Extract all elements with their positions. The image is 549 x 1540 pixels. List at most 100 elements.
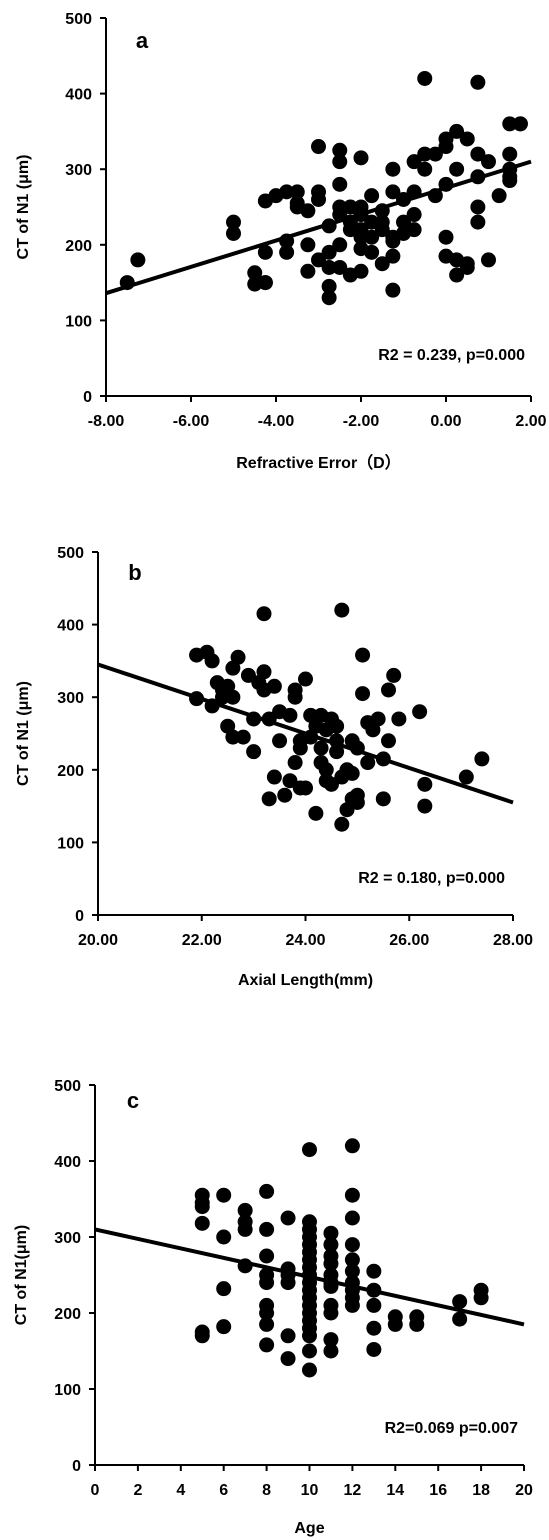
- data-point: [282, 707, 298, 723]
- x-tick-label: -6.00: [173, 413, 210, 430]
- data-point: [417, 798, 433, 814]
- data-point: [470, 146, 486, 162]
- data-point: [300, 263, 316, 279]
- data-point: [360, 755, 376, 771]
- y-tick-label: 100: [54, 1382, 81, 1399]
- data-point: [385, 233, 401, 249]
- data-point: [279, 233, 295, 249]
- data-point: [417, 776, 433, 792]
- data-point: [321, 244, 337, 260]
- y-tick-label: 400: [57, 618, 84, 635]
- data-point: [194, 1199, 210, 1215]
- data-point: [194, 1328, 210, 1344]
- data-point: [272, 733, 288, 749]
- data-point: [438, 229, 454, 245]
- x-tick-label: 10: [301, 1482, 319, 1499]
- panel-label: c: [127, 1088, 139, 1113]
- data-point: [412, 704, 428, 720]
- data-point: [313, 740, 329, 756]
- data-point: [332, 176, 348, 192]
- x-tick-label: 28.00: [493, 932, 533, 949]
- data-point: [355, 686, 371, 702]
- data-point: [237, 1202, 253, 1218]
- data-point: [323, 1343, 339, 1359]
- panel-label: a: [136, 28, 149, 53]
- data-point: [311, 139, 326, 155]
- data-point: [216, 1229, 232, 1245]
- data-point: [332, 207, 348, 223]
- x-tick-label: 12: [344, 1482, 362, 1499]
- data-point: [406, 154, 422, 170]
- data-point: [385, 184, 401, 200]
- data-point: [375, 791, 391, 807]
- data-point: [344, 1138, 360, 1154]
- x-tick-label: -4.00: [258, 413, 295, 430]
- trend-line: [105, 159, 532, 296]
- data-point: [259, 1221, 275, 1237]
- data-point: [280, 1275, 296, 1291]
- stat-annotation: R2=0.069 p=0.007: [385, 1420, 519, 1437]
- data-point: [387, 1316, 403, 1332]
- data-point: [302, 1328, 317, 1344]
- data-point: [289, 184, 305, 200]
- data-point: [287, 682, 303, 698]
- data-point: [342, 199, 358, 215]
- x-tick-label: -8.00: [88, 413, 125, 430]
- data-point: [470, 169, 486, 185]
- y-tick-label: 0: [75, 908, 84, 925]
- y-tick-label: 0: [83, 389, 92, 406]
- data-point: [119, 275, 135, 291]
- data-point: [344, 1187, 360, 1203]
- data-point: [452, 1311, 468, 1327]
- data-point: [334, 816, 350, 832]
- x-tick-label: 24.00: [285, 932, 325, 949]
- data-point: [449, 161, 465, 177]
- data-point: [332, 259, 348, 275]
- y-axis-label: CT of N1(μm): [13, 1225, 30, 1325]
- y-tick-label: 500: [57, 545, 84, 562]
- x-tick-label: -2.00: [343, 413, 380, 430]
- data-point: [353, 263, 369, 279]
- data-point: [204, 698, 220, 714]
- data-point: [329, 718, 345, 734]
- data-point: [381, 682, 396, 698]
- data-point: [257, 244, 273, 260]
- data-point: [374, 203, 390, 219]
- x-tick-label: 2: [133, 1482, 142, 1499]
- data-point: [406, 222, 422, 238]
- data-point: [237, 1258, 253, 1274]
- data-point: [366, 1263, 382, 1279]
- data-point: [449, 123, 465, 139]
- data-point: [259, 1275, 275, 1291]
- data-point: [259, 1305, 275, 1321]
- data-point: [300, 237, 316, 253]
- data-point: [311, 191, 326, 207]
- y-axis-label: CT of N1 (μm): [15, 155, 32, 260]
- data-point: [355, 647, 371, 663]
- y-tick-label: 300: [57, 690, 84, 707]
- data-point: [321, 218, 337, 234]
- data-point: [130, 252, 146, 268]
- data-point: [342, 222, 358, 238]
- data-point: [308, 805, 324, 821]
- data-point: [481, 252, 496, 268]
- data-point: [417, 70, 433, 86]
- data-point: [344, 1210, 360, 1226]
- scatter-chart-a: 0 100 200 300 400 500 -8.00 -6.00 -4.00 -2.00 0.00…: [15, 11, 547, 472]
- data-point: [449, 252, 465, 268]
- data-point: [344, 1252, 360, 1268]
- data-point: [235, 729, 251, 745]
- data-point: [349, 740, 365, 756]
- data-point: [385, 161, 401, 177]
- data-point: [247, 265, 263, 281]
- data-point: [246, 711, 262, 727]
- y-tick-label: 200: [54, 1306, 81, 1323]
- panel-label: b: [128, 560, 141, 585]
- data-point: [406, 184, 422, 200]
- data-point: [344, 1263, 360, 1279]
- data-point: [374, 256, 390, 272]
- data-point: [366, 1320, 382, 1336]
- data-point: [323, 1237, 339, 1253]
- data-point: [364, 229, 380, 245]
- data-point: [287, 755, 303, 771]
